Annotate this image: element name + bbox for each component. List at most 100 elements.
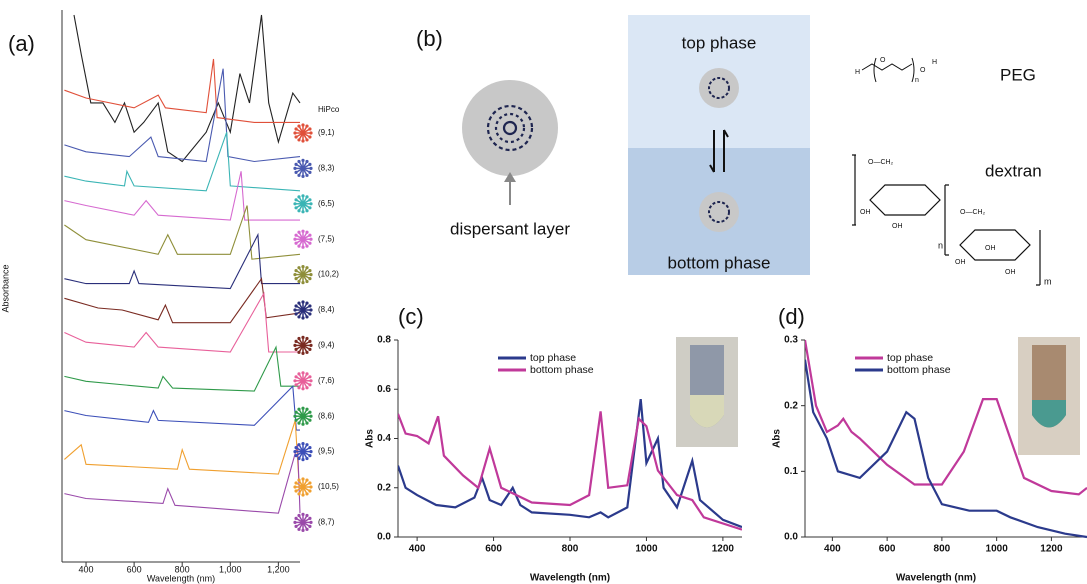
data-line [64,420,298,479]
legend-icon-dot [301,316,304,319]
y-tick-label: 0.6 [377,384,391,395]
legend-icon-dot [297,301,300,304]
legend-label: (9,5) [318,447,335,456]
legend-icon-dot [297,528,300,531]
legend-icon-dot [301,210,304,213]
legend-icon-dot [297,315,300,318]
legend-icon-dot [308,163,311,166]
legend-icon-dot [294,198,297,201]
legend-icon-dot [301,513,304,516]
bottom-phase-label: bottom phase [667,253,770,272]
formula-text: m [1044,276,1052,286]
legend-icon-dot [308,446,311,449]
legend-icon-dot [301,123,304,126]
legend-icon-dot [294,340,297,343]
legend-icon-dot [309,521,312,524]
formula-text: O—CH₂ [960,209,986,216]
dispersant-circle [462,80,558,176]
legend-icon-dot [294,446,297,449]
legend-icon-dot [301,477,304,480]
legend-icon-dot [301,139,304,142]
legend-icon-dot [309,238,312,241]
legend-icon-dot [308,206,311,209]
y-tick-label: 0.0 [784,532,798,543]
legend-icon-dot [297,351,300,354]
data-line [64,206,300,260]
legend-icon-dot [308,127,311,130]
y-tick-label: 0.1 [784,466,798,477]
legend-icon-dot [308,489,311,492]
legend-icon-dot [308,419,311,422]
legend-label: (8,4) [318,305,335,314]
legend-icon-dot [308,383,311,386]
legend-icon-dot [305,231,308,234]
legend-icon-dot [309,379,312,382]
legend-icon [293,230,312,249]
legend-icon-dot [294,242,297,245]
legend-icon-dot [301,175,304,178]
legend-label: bottom phase [887,364,951,376]
legend-icon-dot [309,273,312,276]
legend-icon-dot [308,411,311,414]
legend-icon-dot [308,517,311,520]
legend-icon-dot [309,485,312,488]
legend-icon-dot [309,167,312,170]
peg-label: PEG [1000,65,1036,84]
legend-icon-dot [293,450,296,453]
legend-icon-dot [297,231,300,234]
dispersant-label: dispersant layer [450,219,570,238]
x-tick-label: 1,000 [219,564,242,574]
legend-icon [293,265,312,284]
legend-icon-dot [308,171,311,174]
data-line [64,171,300,220]
x-tick-label: 600 [127,564,142,574]
legend-icon-dot [294,489,297,492]
legend-icon-dot [297,337,300,340]
legend-icon-dot [297,514,300,517]
legend-icon-dot [301,529,304,532]
legend-label: (9,4) [318,341,335,350]
legend-icon-dot [297,280,300,283]
diagram: (b) dispersant layer top phase bottom ph… [416,15,1052,286]
legend-icon-dot [305,245,308,248]
formula-text: H [855,69,860,76]
x-tick-label: 800 [562,544,579,555]
legend-label: (9,1) [318,128,335,137]
legend-icon-dot [294,163,297,166]
legend-icon-dot [301,336,304,339]
legend-icon-dot [308,277,311,280]
legend-icon-dot [305,514,308,517]
legend-label: (10,5) [318,482,339,491]
legend-icon-dot [301,352,304,355]
legend-icon-dot [294,375,297,378]
legend-icon-dot [297,422,300,425]
legend-icon-dot [293,273,296,276]
legend-icon-dot [297,195,300,198]
formula-text: n [938,240,943,250]
data-line [74,15,300,162]
legend-icon-dot [297,408,300,411]
legend-title: HiPco [318,105,340,114]
legend-icon-dot [305,408,308,411]
legend-icon-dot [305,138,308,141]
legend-icon-dot [301,300,304,303]
legend-icon-dot [305,457,308,460]
legend-icon-dot [305,209,308,212]
panel-label: (c) [398,304,424,329]
legend-icon-dot [294,525,297,528]
legend-icon-dot [305,528,308,531]
legend-icon-dot [301,387,304,390]
data-line [64,59,300,122]
legend-icon-dot [301,407,304,410]
legend-icon-dot [294,277,297,280]
vial-inset [1018,337,1080,455]
legend-icon-dot [293,202,296,205]
legend-icon-dot [294,348,297,351]
legend-icon-dot [294,135,297,138]
y-tick-label: 0.2 [377,482,391,493]
legend-icon-dot [309,202,312,205]
legend-icon-dot [308,135,311,138]
y-axis-title: Abs [365,429,376,448]
x-tick-label: 1,200 [267,564,290,574]
x-tick-label: 400 [824,544,841,555]
